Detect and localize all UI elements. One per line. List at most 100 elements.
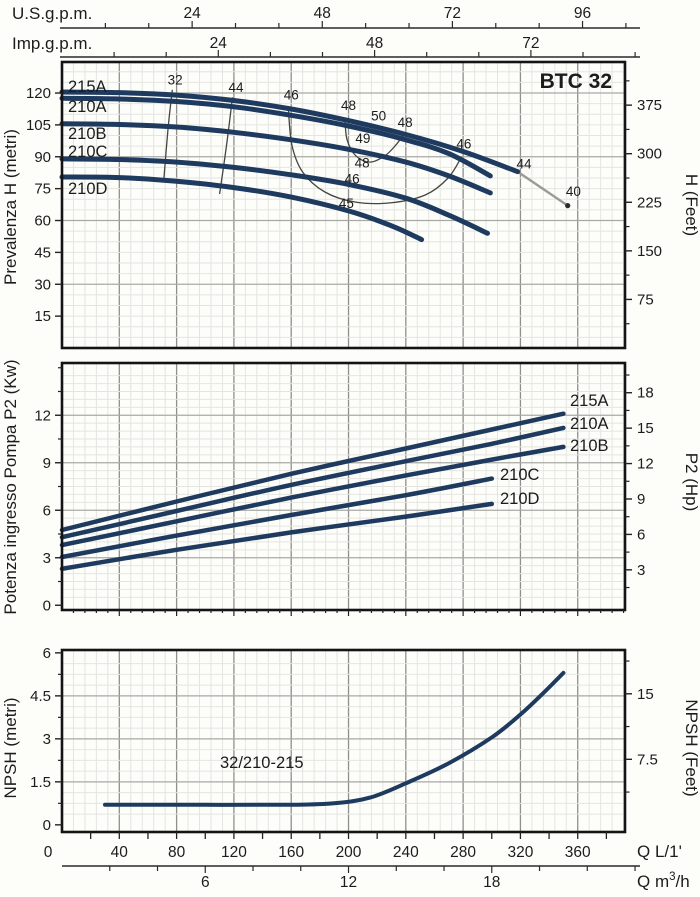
svg-text:150: 150 (637, 243, 662, 260)
svg-text:50: 50 (371, 109, 386, 124)
svg-text:45: 45 (34, 244, 51, 261)
svg-text:46: 46 (345, 171, 360, 186)
svg-text:1.5: 1.5 (30, 774, 51, 791)
power-curve-label-210C: 210C (500, 466, 540, 484)
power-panel-curves (59, 411, 566, 572)
svg-text:48: 48 (355, 155, 370, 170)
svg-text:15: 15 (637, 686, 654, 703)
series-210A (59, 95, 493, 179)
svg-text:90: 90 (34, 149, 51, 166)
flow-m3h-unit-label: Q m3/h (637, 871, 690, 891)
head-panel-grid (62, 62, 625, 348)
svg-text:15: 15 (637, 420, 654, 437)
svg-text:320: 320 (507, 844, 533, 861)
svg-text:12: 12 (637, 456, 654, 473)
series-210B (59, 121, 493, 196)
svg-text:40: 40 (566, 184, 581, 199)
svg-text:72: 72 (522, 35, 539, 52)
svg-text:44: 44 (516, 156, 532, 171)
svg-text:6: 6 (637, 526, 645, 543)
head-right-axis-title: H (Feet) (682, 174, 700, 236)
svg-text:46: 46 (456, 136, 471, 151)
svg-text:3: 3 (637, 562, 645, 579)
svg-text:48: 48 (314, 5, 331, 22)
svg-text:49: 49 (355, 131, 370, 146)
head-curve-label-210B: 210B (68, 125, 107, 143)
svg-text:225: 225 (637, 194, 662, 211)
svg-text:30: 30 (34, 276, 51, 293)
series-215A (59, 89, 521, 175)
svg-text:375: 375 (637, 97, 662, 114)
npsh-annotation: 32/210-215 (220, 754, 304, 772)
chart-title: BTC 32 (540, 70, 612, 93)
svg-text:60: 60 (34, 213, 51, 230)
svg-text:9: 9 (43, 455, 51, 472)
svg-text:45: 45 (339, 196, 354, 211)
npsh-right-axis-title: NPSH (Feet) (682, 699, 700, 796)
svg-text:0: 0 (43, 597, 51, 614)
svg-text:40: 40 (111, 844, 129, 861)
svg-text:48: 48 (341, 98, 356, 113)
series-210D (59, 174, 425, 243)
series-210A (59, 425, 566, 540)
head-curve-label-215A: 215A (68, 78, 107, 96)
svg-text:120: 120 (26, 85, 51, 102)
series-210C (59, 156, 490, 236)
flow-lpm-unit-label: Q L/1' (637, 842, 682, 861)
svg-text:24: 24 (184, 5, 202, 22)
head-panel-frame: 15 30 45 60 75 90 105 120 75 150 225 300 375 (26, 60, 662, 350)
power-left-axis-title: Potenza ingresso Pompa P2 (Kw) (1, 359, 20, 614)
npsh-left-axis-title: NPSH (metri) (1, 697, 20, 798)
head-curve-label-210A: 210A (68, 98, 107, 116)
svg-text:75: 75 (34, 181, 51, 198)
bottom-flow-axes: 40 80 120 160 200 240 280 320 360 0 6 12 18 (44, 832, 640, 891)
series-32/210-215 (103, 670, 566, 807)
npsh-panel-curve (103, 670, 566, 807)
svg-text:300: 300 (637, 146, 662, 163)
svg-text:46: 46 (284, 87, 299, 102)
svg-text:4.5: 4.5 (30, 688, 51, 705)
svg-text:0: 0 (44, 844, 53, 861)
svg-text:9: 9 (637, 491, 645, 508)
head-left-axis-title: Prevalenza H (metri) (1, 129, 20, 285)
svg-text:6: 6 (43, 645, 51, 662)
svg-text:3: 3 (43, 731, 51, 748)
power-curve-label-210A: 210A (570, 415, 609, 433)
svg-text:280: 280 (450, 844, 476, 861)
svg-text:12: 12 (340, 874, 357, 891)
imp-gpm-axis-label: Imp.g.p.m. (12, 34, 92, 53)
svg-text:80: 80 (168, 844, 186, 861)
svg-text:3: 3 (43, 550, 51, 567)
svg-text:48: 48 (366, 35, 383, 52)
svg-text:44: 44 (229, 80, 245, 95)
svg-text:0: 0 (43, 817, 51, 834)
svg-text:48: 48 (398, 115, 413, 130)
svg-text:6: 6 (201, 874, 210, 891)
head-curve-label-210C: 210C (68, 143, 108, 161)
svg-text:240: 240 (393, 844, 419, 861)
power-curve-label-210B: 210B (570, 437, 609, 455)
svg-text:18: 18 (637, 385, 654, 402)
svg-text:160: 160 (278, 844, 304, 861)
svg-text:12: 12 (34, 407, 51, 424)
svg-text:105: 105 (26, 117, 51, 134)
svg-text:24: 24 (210, 35, 228, 52)
svg-text:15: 15 (34, 308, 51, 325)
us-gpm-axis-label: U.S.g.p.m. (12, 4, 92, 23)
svg-text:200: 200 (336, 844, 362, 861)
svg-text:72: 72 (444, 5, 461, 22)
svg-text:360: 360 (565, 844, 591, 861)
head-curve-label-210D: 210D (68, 180, 108, 198)
series-210D (59, 501, 495, 572)
svg-text:75: 75 (637, 291, 654, 308)
svg-text:96: 96 (574, 5, 591, 22)
svg-text:6: 6 (43, 502, 51, 519)
top-flow-axes: 24 48 72 96 24 48 72 (60, 5, 640, 58)
series-210C (59, 476, 495, 560)
npsh-panel-frame: 0 1.5 3 4.5 6 7.5 15 (30, 645, 658, 834)
svg-text:32: 32 (168, 73, 183, 88)
svg-text:18: 18 (483, 874, 500, 891)
